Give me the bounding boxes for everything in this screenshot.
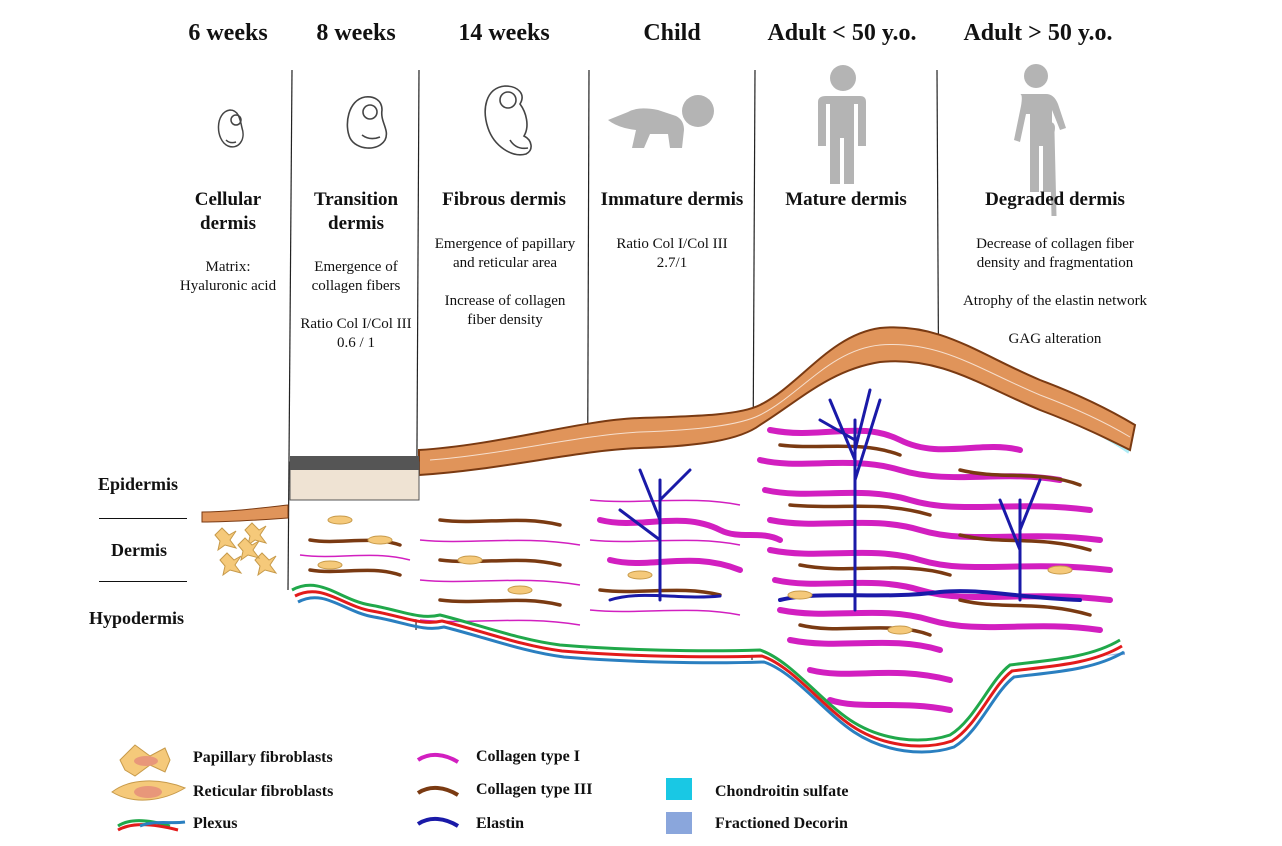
stage-desc-6-weeks: Matrix: Hyaluronic acid: [179, 259, 277, 294]
stage-desc-14-weeks: Emergence of papillary and reticular are…: [434, 236, 576, 328]
legend-label-chondroitin-sulfate: Chondroitin sulfate: [715, 783, 849, 800]
epidermis-cell-texture: [429, 343, 1131, 461]
legend-plexus-swatch: [117, 819, 186, 832]
crawling-child-icon: [608, 95, 714, 148]
layer-label-epidermis: Epidermis: [98, 474, 179, 494]
layer-label-dermis: Dermis: [111, 540, 167, 560]
stage-name-transition-dermis: Transition dermis: [313, 189, 399, 234]
stage-desc-adult-over-50: Decrease of collagen fiber density and f…: [962, 236, 1148, 347]
legend-papillary-swatch: [119, 744, 171, 777]
legend-label-plexus: Plexus: [193, 815, 238, 832]
layer-separator-1: [99, 518, 187, 519]
legend-label-fractioned-decorin: Fractioned Decorin: [715, 815, 848, 832]
reticular-fibroblasts: [317, 515, 1073, 635]
legend-chondroitin-swatch: [666, 778, 692, 800]
fetus-14wk-icon: [484, 85, 532, 156]
legend-label-collagen-I: Collagen type I: [476, 748, 580, 765]
epidermis-band: [418, 326, 1137, 477]
plexus-lines: [291, 583, 1125, 754]
stage-title-child: Child: [643, 20, 701, 46]
layer-label-hypodermis: Hypodermis: [89, 608, 185, 628]
legend-label-elastin: Elastin: [476, 815, 525, 832]
legend-label-collagen-III: Collagen type III: [476, 781, 593, 798]
elastin-network: [608, 388, 1082, 612]
collagen-I-mass: [597, 427, 1113, 713]
stage-name-cellular-dermis: Cellular dermis: [194, 189, 262, 234]
stage-title-8-weeks: 8 weeks: [316, 20, 396, 46]
legend-collagen-III-swatch: [416, 786, 460, 797]
layer-separator-2: [99, 581, 187, 582]
stage-title-14-weeks: 14 weeks: [458, 20, 550, 46]
stage-desc-child: Ratio Col I/Col III 2.7/1: [616, 236, 728, 271]
papillary-fibroblasts: [214, 522, 278, 577]
elderly-cane-icon: [1014, 64, 1066, 217]
embryo-8wk-icon: [346, 96, 388, 149]
legend-elastin-swatch: [416, 817, 460, 828]
stage-title-adult-over-50: Adult > 50 y.o.: [963, 20, 1113, 46]
dermis-body: [292, 361, 1130, 736]
stage-desc-8-weeks: Emergence of collagen fibers Ratio Col I…: [300, 259, 412, 351]
embryo-6wk-icon: [217, 109, 244, 148]
legend-label-reticular-fibroblasts: Reticular fibroblasts: [193, 783, 334, 800]
legend-collagen-I-swatch: [416, 753, 460, 764]
stage-name-degraded-dermis: Degraded dermis: [985, 189, 1125, 210]
legend-label-papillary-fibroblasts: Papillary fibroblasts: [193, 749, 333, 766]
legend-decorin-swatch: [666, 812, 692, 834]
stage-title-6-weeks: 6 weeks: [188, 20, 268, 46]
stage-name-fibrous-dermis: Fibrous dermis: [442, 189, 566, 210]
stage-name-immature-dermis: Immature dermis: [600, 189, 744, 210]
standing-adult-icon: [818, 65, 866, 184]
stage-name-mature-dermis: Mature dermis: [785, 189, 907, 210]
transition-epidermis-top: [290, 456, 419, 470]
stage-title-adult-under-50: Adult < 50 y.o.: [767, 20, 917, 46]
legend-reticular-swatch: [111, 780, 187, 801]
embryo-epidermis: [201, 504, 289, 523]
